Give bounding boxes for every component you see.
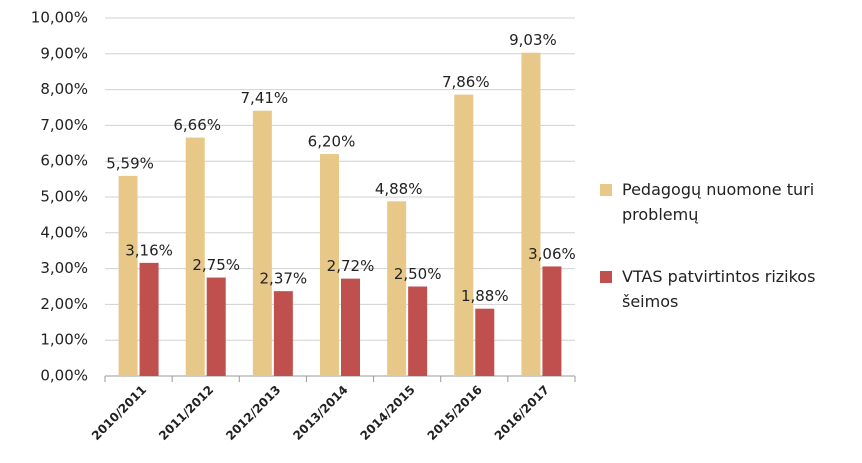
value-label: 9,03% (509, 31, 557, 49)
bar (454, 94, 474, 376)
value-label: 3,06% (528, 245, 576, 263)
y-tick-label: 4,00% (40, 223, 88, 241)
legend-item: Pedagogų nuomone turi problemų (600, 177, 840, 227)
y-tick-label: 3,00% (40, 259, 88, 277)
x-tick-label: 2013/2014 (290, 383, 350, 443)
y-tick-label: 0,00% (40, 367, 88, 385)
legend-swatch (600, 184, 612, 196)
bar (118, 175, 138, 376)
value-label: 6,20% (308, 133, 356, 151)
bar (475, 308, 495, 376)
bar (341, 278, 360, 376)
value-label: 4,88% (375, 180, 423, 198)
x-tick-label: 2010/2011 (89, 383, 149, 443)
y-tick-label: 2,00% (40, 295, 88, 313)
legend-label: VTAS patvirtintos rizikos šeimos (622, 267, 816, 311)
legend-label: Pedagogų nuomone turi problemų (622, 180, 815, 224)
value-label: 6,66% (173, 116, 221, 134)
legend-item: VTAS patvirtintos rizikos šeimos (600, 264, 840, 314)
y-tick-label: 8,00% (40, 80, 88, 98)
bar (320, 154, 339, 376)
x-tick-label: 2014/2015 (358, 383, 418, 443)
bar (252, 110, 272, 377)
bar (387, 201, 407, 376)
value-label: 2,75% (192, 256, 240, 274)
value-label: 3,16% (125, 241, 173, 259)
x-tick-label: 2011/2012 (156, 383, 216, 443)
bar (206, 277, 226, 376)
value-label: 2,72% (327, 257, 375, 275)
bar (185, 137, 205, 376)
value-label: 5,59% (106, 154, 154, 172)
value-label: 2,37% (260, 270, 308, 288)
y-tick-label: 7,00% (40, 116, 88, 134)
legend-swatch (600, 271, 612, 283)
x-tick-label: 2016/2017 (492, 383, 552, 443)
value-label: 1,88% (461, 287, 509, 305)
value-label: 2,50% (394, 265, 442, 283)
bar (542, 266, 562, 376)
y-tick-label: 10,00% (31, 9, 88, 27)
y-tick-label: 5,00% (40, 188, 88, 206)
y-tick-label: 9,00% (40, 44, 88, 62)
x-tick-label: 2015/2016 (425, 383, 485, 443)
x-tick-label: 2012/2013 (223, 383, 283, 443)
y-tick-label: 1,00% (40, 331, 88, 349)
bar (273, 291, 293, 376)
bar (408, 286, 428, 376)
y-tick-label: 6,00% (40, 152, 88, 170)
value-label: 7,86% (442, 73, 490, 91)
bar (139, 262, 159, 376)
value-label: 7,41% (241, 89, 289, 107)
bar (521, 52, 541, 376)
